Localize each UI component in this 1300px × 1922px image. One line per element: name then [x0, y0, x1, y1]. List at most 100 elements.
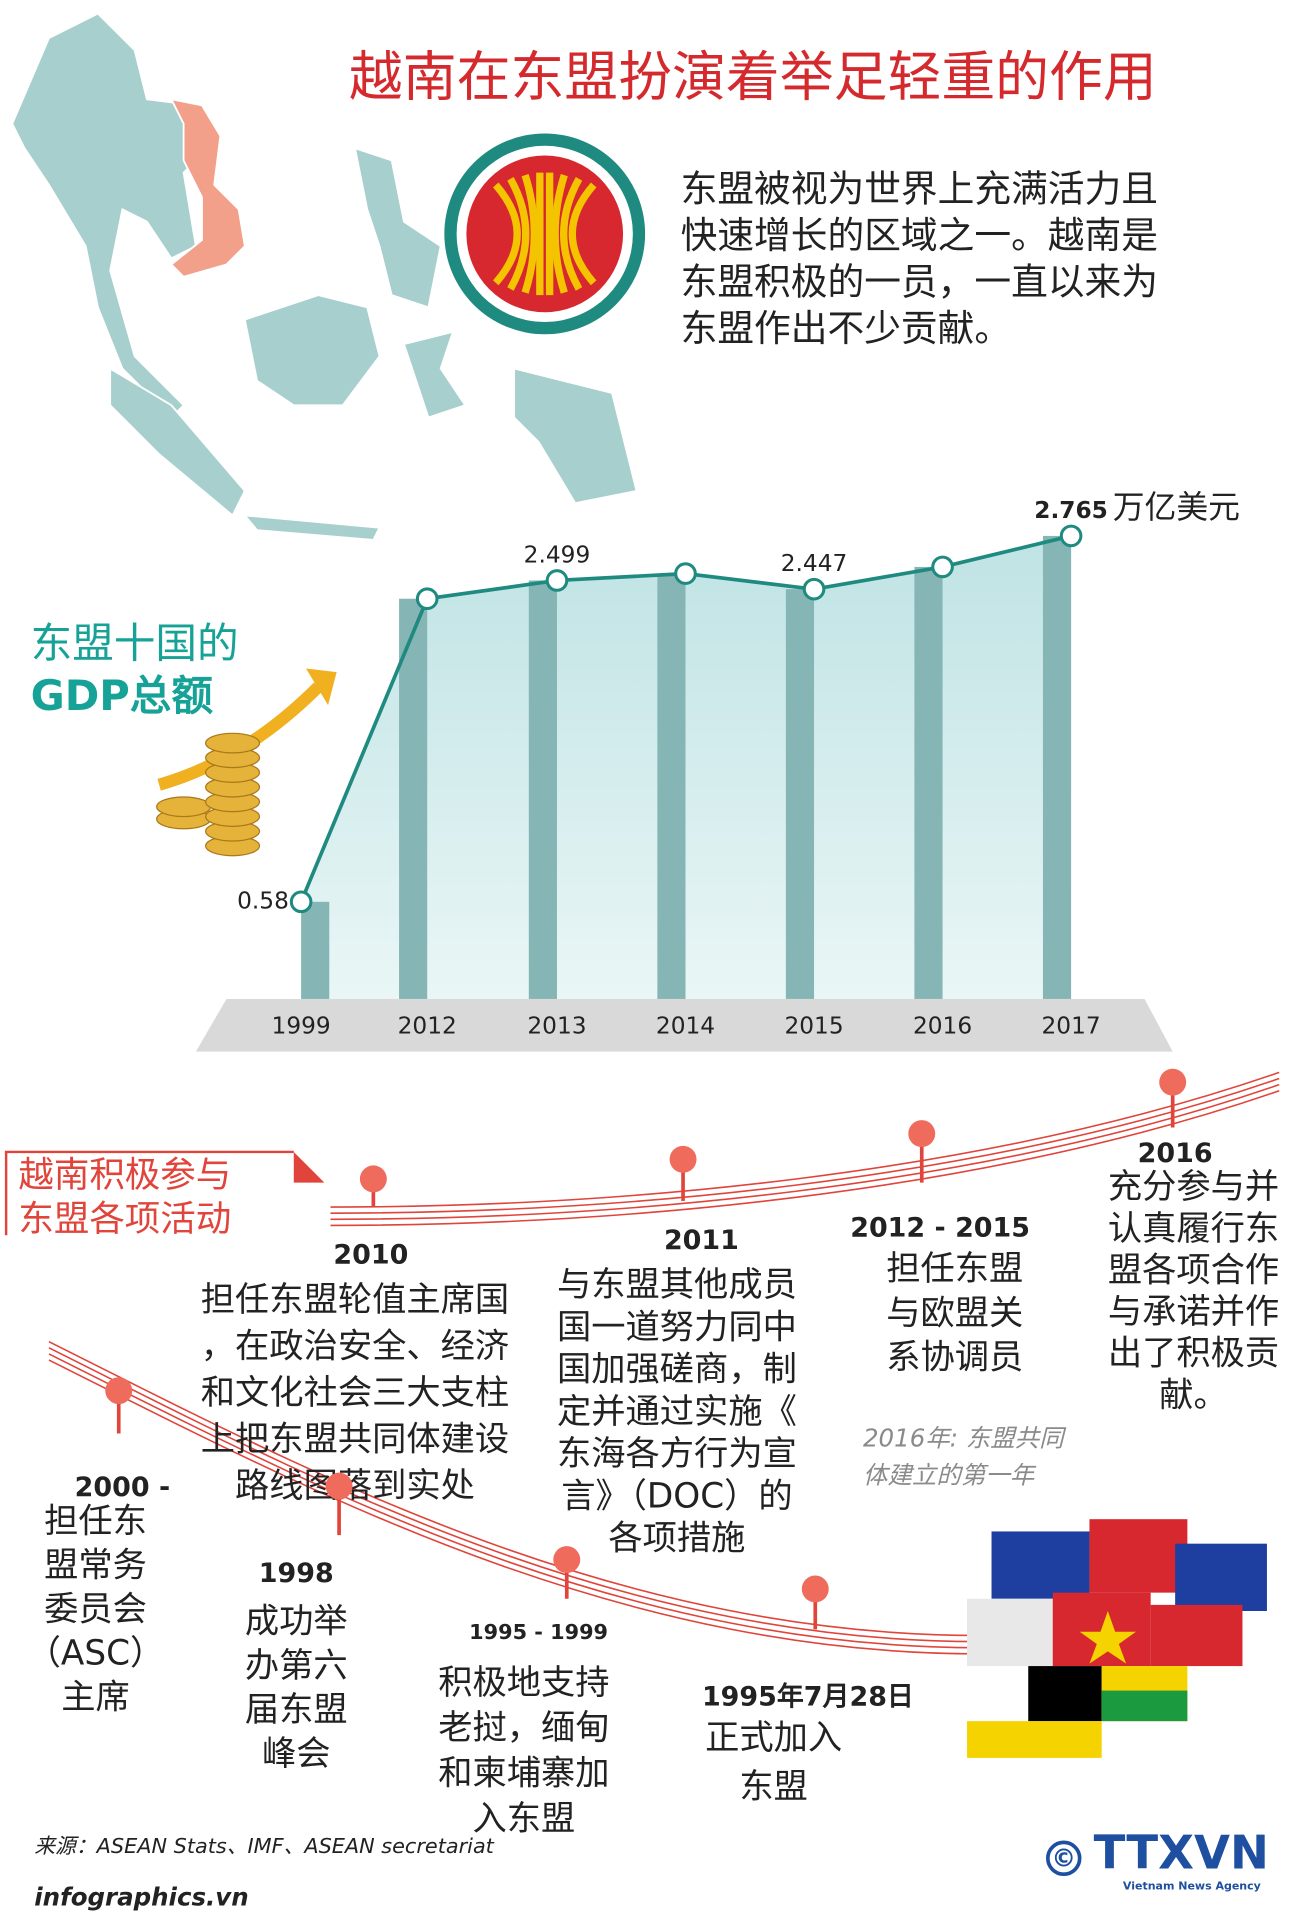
- timeline-text: 和文化社会三大支柱: [201, 1373, 509, 1413]
- x-tick-label: 2013: [527, 1013, 586, 1040]
- point: [802, 577, 826, 601]
- timeline-text: 届东盟: [245, 1690, 348, 1730]
- timeline-year: 2016: [1138, 1138, 1213, 1169]
- bar: [528, 580, 557, 999]
- intro-line: 东盟作出不少贡献。: [681, 307, 1011, 350]
- timeline-pin: [325, 1472, 353, 1500]
- timeline-pin: [359, 1165, 387, 1193]
- point: [289, 890, 313, 914]
- copyright: ©: [1052, 1843, 1076, 1872]
- timeline-year: 2011: [664, 1225, 739, 1256]
- note: 2016年: 东盟共同: [863, 1424, 1067, 1453]
- timeline-text: 成功举: [245, 1602, 348, 1642]
- value-label: 2.499: [524, 541, 591, 568]
- timeline-text: 担任东盟轮值主席国: [201, 1280, 509, 1320]
- timeline-text: 盟各项合作: [1108, 1250, 1279, 1290]
- timeline-pin: [105, 1377, 133, 1405]
- value-label: 2.447: [781, 550, 848, 577]
- timeline-text: 国一道努力同中: [557, 1307, 797, 1347]
- timeline-pin: [1159, 1068, 1187, 1096]
- timeline-text: 和柬埔寨加: [438, 1754, 609, 1794]
- point: [1059, 524, 1083, 548]
- value-label: 0.58: [237, 887, 289, 914]
- timeline-year: 2010: [333, 1240, 408, 1271]
- timeline-text: 与欧盟关: [886, 1293, 1023, 1333]
- timeline-text: 言》（DOC）的: [561, 1476, 792, 1516]
- chart-base: [195, 998, 1173, 1052]
- timeline-pin: [669, 1145, 697, 1173]
- bar: [657, 573, 686, 999]
- point: [545, 569, 569, 592]
- timeline-year: 1995年7月28日: [702, 1680, 914, 1712]
- timeline-text: 路线图落到实处: [235, 1466, 475, 1506]
- timeline-text: ，在政治安全、经济: [201, 1326, 509, 1366]
- timeline-text: 充分参与并: [1108, 1167, 1279, 1207]
- timeline-text: 国加强磋商，制: [557, 1350, 797, 1390]
- value-label: 2.765: [1034, 497, 1108, 524]
- area: [301, 535, 1072, 999]
- chart-title: 东盟十国的: [31, 618, 239, 667]
- agency: Vietnam News Agency: [1123, 1879, 1261, 1892]
- x-tick-label: 2015: [784, 1013, 843, 1040]
- chart-title: GDP总额: [31, 671, 214, 720]
- timeline-text: 委员会: [44, 1590, 147, 1630]
- x-tick-label: 1999: [272, 1013, 331, 1040]
- timeline-text: 担任东盟: [886, 1249, 1023, 1289]
- title: 越南在东盟扮演着举足轻重的作用: [349, 46, 1157, 109]
- timeline-text: 办第六: [245, 1646, 348, 1686]
- intro-line: 东盟积极的一员，一直以来为: [681, 261, 1158, 304]
- x-tick-label: 2017: [1042, 1013, 1101, 1040]
- point: [931, 555, 954, 579]
- timeline-text: 各项措施: [608, 1519, 745, 1559]
- x-tick-label: 2016: [913, 1013, 972, 1040]
- bar: [1042, 535, 1072, 999]
- timeline-text: 盟常务: [44, 1545, 147, 1585]
- timeline-year: 2000 -: [75, 1472, 170, 1503]
- unit-label: 万亿美元: [1113, 488, 1240, 526]
- timeline-pin: [553, 1546, 581, 1574]
- timeline-text: 担任东: [44, 1501, 147, 1541]
- x-tick-label: 2014: [656, 1013, 715, 1040]
- timeline-text: 与东盟其他成员: [557, 1265, 797, 1305]
- timeline-text: 入东盟: [473, 1799, 576, 1839]
- timeline-year: 2012 - 2015: [850, 1213, 1030, 1244]
- timeline-text: 定并通过实施《: [557, 1392, 797, 1432]
- timeline-curves: [48, 1071, 1280, 1655]
- timeline-text: 东盟: [739, 1767, 808, 1807]
- x-tick-label: 2012: [398, 1013, 457, 1040]
- point: [674, 562, 697, 585]
- timeline-text: （ASC）: [27, 1634, 165, 1674]
- timeline-text: 系协调员: [886, 1337, 1023, 1377]
- timeline-text: 上把东盟共同体建设: [201, 1419, 509, 1459]
- coins: [156, 668, 337, 857]
- logo: TTXVN: [1094, 1825, 1269, 1879]
- timeline-text: 主席: [61, 1678, 130, 1718]
- timeline-text: 峰会: [262, 1734, 331, 1774]
- timeline-title: 越南积极参与: [18, 1154, 231, 1195]
- timeline-pin: [801, 1575, 829, 1603]
- timeline-text: 正式加入: [705, 1718, 842, 1758]
- bar: [785, 589, 815, 999]
- note: 体建立的第一年: [863, 1460, 1037, 1489]
- timeline-text: 积极地支持: [438, 1663, 609, 1703]
- timeline-text: 与承诺并作: [1108, 1292, 1279, 1332]
- logo-mark: [1045, 1840, 1082, 1877]
- website: infographics.vn: [34, 1883, 248, 1912]
- flags-puzzle: [967, 1519, 1267, 1758]
- timeline-text: 认真履行东: [1108, 1209, 1279, 1249]
- intro-line: 快速增长的区域之一。越南是: [681, 214, 1158, 257]
- bar: [914, 566, 943, 999]
- bar: [399, 598, 428, 999]
- map: [11, 12, 638, 541]
- timeline-year: 1995 - 1999: [469, 1620, 608, 1644]
- intro-line: 东盟被视为世界上充满活力且: [681, 168, 1158, 211]
- timeline-pin: [908, 1120, 936, 1148]
- point: [415, 587, 439, 611]
- bar: [301, 901, 330, 999]
- timeline-text: 老挝，缅甸: [438, 1708, 609, 1748]
- source: 来源：ASEAN Stats、IMF、ASEAN secretariat: [34, 1834, 494, 1858]
- timeline-text: 出了积极贡: [1108, 1334, 1279, 1374]
- asean-logo: [444, 133, 646, 335]
- timeline-title: 东盟各项活动: [18, 1199, 231, 1240]
